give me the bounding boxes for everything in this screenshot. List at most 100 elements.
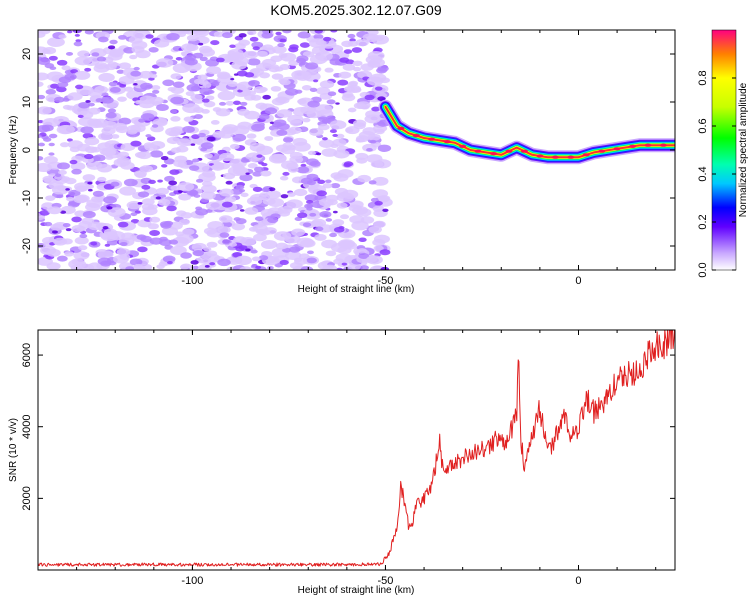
snr-x-tick-label: -50 bbox=[378, 575, 394, 587]
noise-blob bbox=[259, 113, 270, 120]
noise-blob bbox=[239, 266, 253, 270]
noise-blob bbox=[351, 47, 363, 53]
noise-blob bbox=[356, 101, 371, 110]
noise-blob bbox=[73, 70, 91, 80]
noise-blob bbox=[207, 221, 225, 231]
noise-blob bbox=[249, 143, 266, 152]
noise-blob bbox=[215, 108, 231, 117]
noise-blob bbox=[262, 197, 276, 205]
noise-blob bbox=[279, 38, 287, 43]
noise-blob bbox=[351, 220, 369, 231]
noise-blob bbox=[276, 109, 293, 118]
noise-blob bbox=[58, 124, 75, 134]
noise-blob bbox=[315, 40, 325, 46]
noise-blob bbox=[205, 201, 222, 211]
spectral-peak bbox=[536, 154, 544, 158]
spectral-peak bbox=[551, 155, 559, 159]
noise-blob bbox=[213, 31, 225, 38]
noise-blob bbox=[196, 178, 204, 183]
noise-blob bbox=[288, 246, 301, 253]
noise-blob bbox=[262, 94, 271, 100]
colorbar-label: Normalized spectral amplitude bbox=[738, 82, 749, 217]
noise-blob bbox=[325, 115, 336, 121]
noise-blob bbox=[82, 174, 96, 182]
spectral-peak bbox=[644, 143, 652, 147]
noise-blob bbox=[185, 91, 195, 97]
noise-blob bbox=[332, 210, 338, 214]
noise-blob bbox=[162, 255, 176, 263]
snr-ticks: -100 -50 0 2000 4000 6000 bbox=[21, 330, 675, 587]
noise-blob bbox=[110, 181, 120, 187]
noise-blob bbox=[258, 255, 269, 261]
noise-blob bbox=[195, 208, 209, 216]
noise-blob bbox=[246, 30, 257, 36]
noise-blob bbox=[175, 233, 194, 244]
noise-blob bbox=[367, 133, 381, 141]
noise-blob bbox=[309, 160, 321, 167]
noise-blob bbox=[62, 97, 70, 102]
noise-blob bbox=[71, 225, 85, 233]
figure-title: KOM5.2025.302.12.07.G09 bbox=[270, 2, 441, 18]
noise-blob bbox=[67, 30, 73, 34]
noise-blob bbox=[302, 117, 311, 123]
noise-blob bbox=[287, 166, 299, 173]
noise-blob bbox=[256, 50, 268, 57]
noise-blob bbox=[335, 133, 345, 139]
noise-blob bbox=[372, 205, 385, 212]
noise-blob bbox=[184, 58, 198, 66]
noise-blob bbox=[62, 104, 72, 110]
noise-blob bbox=[244, 72, 255, 78]
noise-blob bbox=[157, 198, 171, 206]
noise-blob bbox=[88, 89, 103, 98]
noise-blob bbox=[168, 180, 178, 186]
noise-blob bbox=[73, 251, 90, 260]
noise-blob bbox=[239, 209, 245, 212]
noise-blob bbox=[374, 159, 392, 169]
noise-blob bbox=[264, 136, 274, 142]
noise-blob bbox=[288, 60, 299, 66]
spectrogram-y-tick-label: -10 bbox=[21, 190, 33, 206]
noise-blob bbox=[75, 185, 88, 193]
noise-blob bbox=[352, 119, 367, 127]
noise-blob bbox=[71, 216, 82, 223]
noise-blob bbox=[250, 249, 258, 254]
noise-blob bbox=[329, 120, 347, 130]
noise-blob bbox=[314, 104, 333, 115]
noise-blob bbox=[307, 250, 314, 255]
colorbar-tick-label: 0.4 bbox=[697, 166, 709, 181]
noise-blob bbox=[293, 188, 308, 197]
noise-blob bbox=[107, 52, 123, 61]
noise-blob bbox=[270, 85, 282, 92]
noise-blob bbox=[335, 267, 344, 270]
noise-blob bbox=[302, 51, 315, 58]
noise-blob bbox=[66, 138, 73, 142]
spectral-peak bbox=[598, 149, 606, 153]
noise-blob bbox=[192, 138, 203, 144]
noise-blob bbox=[316, 152, 322, 156]
noise-blob bbox=[300, 163, 307, 167]
noise-blob bbox=[107, 108, 117, 114]
noise-blob bbox=[233, 100, 241, 105]
spectrogram-y-tick-label: -20 bbox=[21, 238, 33, 254]
noise-blob bbox=[38, 162, 52, 173]
noise-blob bbox=[318, 123, 330, 131]
colorbar-tick-label: 0.0 bbox=[697, 262, 709, 277]
noise-blob bbox=[168, 239, 179, 245]
noise-blob bbox=[282, 142, 294, 149]
noise-blob bbox=[82, 210, 96, 219]
noise-blob bbox=[316, 87, 331, 95]
noise-blob bbox=[186, 84, 201, 92]
noise-blob bbox=[177, 182, 195, 192]
noise-blob bbox=[253, 166, 265, 173]
noise-blob bbox=[282, 30, 292, 34]
noise-blob bbox=[367, 51, 385, 61]
noise-blob bbox=[103, 196, 117, 204]
noise-blob bbox=[306, 200, 314, 204]
noise-blob bbox=[267, 265, 274, 270]
noise-blob bbox=[341, 93, 356, 102]
noise-blob bbox=[355, 38, 369, 47]
noise-blob bbox=[44, 177, 57, 185]
noise-blob bbox=[145, 34, 154, 39]
noise-blob bbox=[190, 260, 199, 265]
noise-blob bbox=[338, 225, 345, 230]
